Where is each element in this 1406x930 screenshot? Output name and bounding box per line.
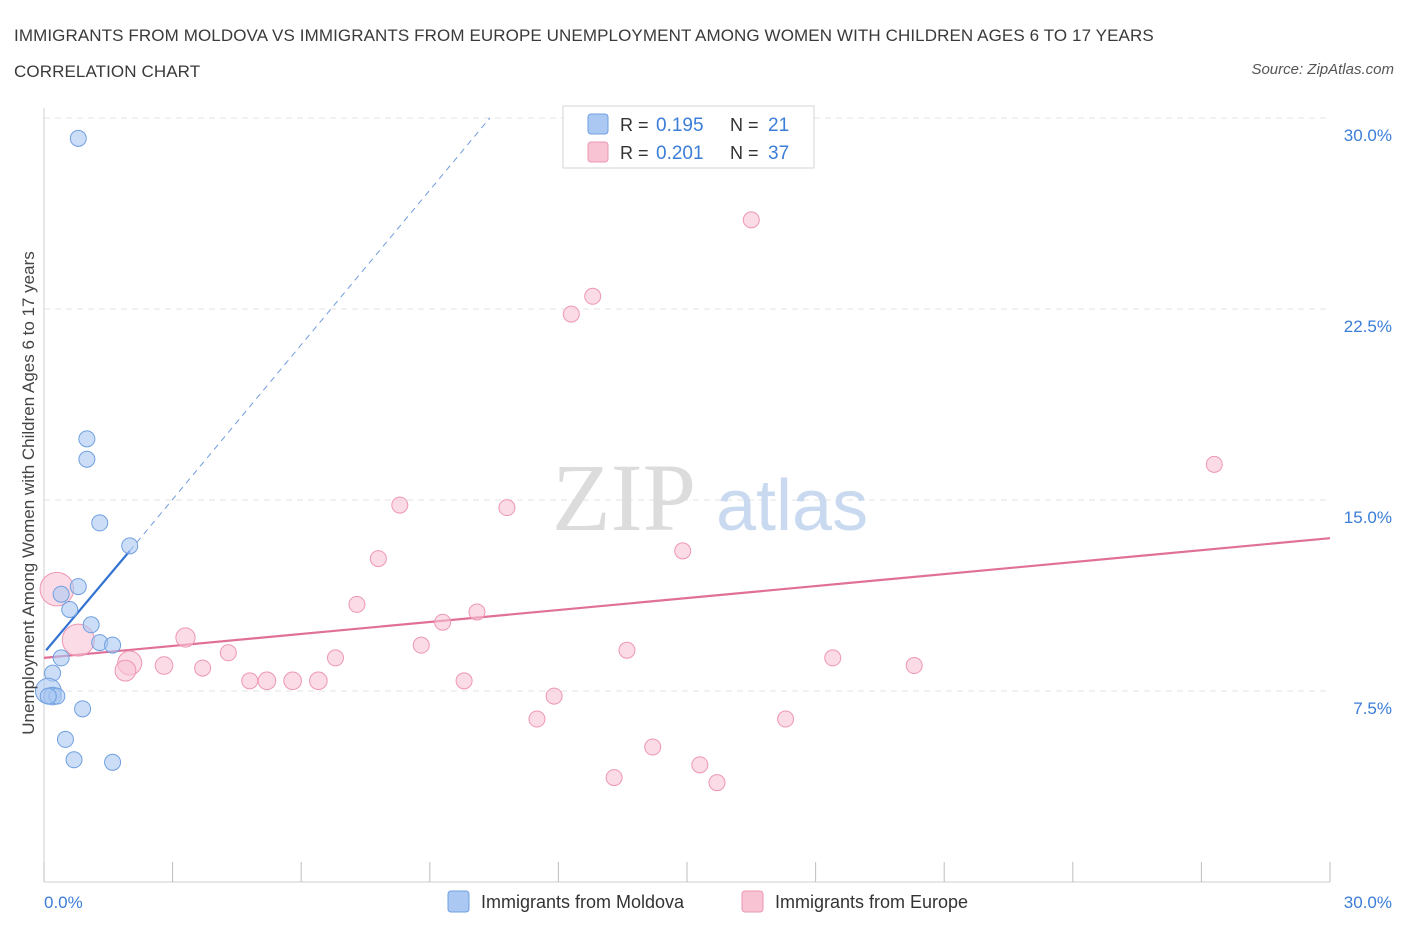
stats-legend: R = 0.195 N = 21 R = 0.201 N = 37 bbox=[562, 105, 815, 169]
europe-point-26 bbox=[618, 641, 636, 659]
europe-point-23 bbox=[562, 305, 580, 323]
europe-point-8 bbox=[241, 672, 259, 690]
europe-point-5 bbox=[154, 656, 174, 675]
moldova-point-18 bbox=[56, 730, 74, 748]
moldova-point-7 bbox=[61, 601, 79, 619]
series-legend-swatch-moldova bbox=[447, 890, 470, 913]
europe-point-28 bbox=[674, 542, 692, 560]
europe-point-12 bbox=[326, 649, 344, 667]
y-tick-label-3: 30.0% bbox=[1344, 126, 1392, 145]
europe-point-19 bbox=[468, 603, 486, 621]
series-legend-label-moldova: Immigrants from Moldova bbox=[481, 892, 685, 912]
moldova-trend-line bbox=[45, 550, 131, 651]
europe-point-32 bbox=[777, 710, 795, 728]
series-legend-swatch-europe bbox=[741, 890, 764, 913]
y-tick-label-1: 15.0% bbox=[1344, 508, 1392, 527]
legend-n-value-moldova: 21 bbox=[768, 115, 789, 136]
moldova-trend-extension bbox=[129, 117, 491, 552]
grid-lines bbox=[44, 117, 1330, 692]
series-legend: Immigrants from Moldova Immigrants from … bbox=[447, 890, 968, 913]
europe-point-6 bbox=[194, 659, 212, 677]
y-tick-label-2: 22.5% bbox=[1344, 317, 1392, 336]
europe-point-27 bbox=[644, 738, 662, 756]
source-credit: Source: ZipAtlas.com bbox=[1251, 61, 1394, 78]
europe-point-22 bbox=[545, 687, 563, 705]
legend-r-value-moldova: 0.195 bbox=[656, 115, 704, 136]
moldova-point-1 bbox=[78, 430, 96, 448]
europe-point-7 bbox=[219, 644, 237, 662]
moldova-point-11 bbox=[52, 649, 70, 667]
data-points bbox=[34, 129, 1223, 792]
europe-point-34 bbox=[905, 657, 923, 675]
europe-point-21 bbox=[528, 710, 546, 728]
moldova-point-17 bbox=[74, 700, 92, 718]
europe-point-17 bbox=[434, 613, 452, 631]
y-axis-title: Unemployment Among Women with Children A… bbox=[19, 251, 38, 735]
europe-point-24 bbox=[584, 287, 602, 305]
chart-title: IMMIGRANTS FROM MOLDOVA VS IMMIGRANTS FR… bbox=[14, 26, 1154, 81]
europe-point-4 bbox=[175, 627, 196, 648]
moldova-point-6 bbox=[52, 585, 70, 603]
europe-point-16 bbox=[412, 636, 430, 654]
moldova-point-3 bbox=[91, 514, 109, 532]
europe-point-15 bbox=[391, 496, 409, 514]
europe-point-25 bbox=[605, 769, 623, 787]
europe-point-13 bbox=[348, 595, 366, 613]
legend-r-value-europe: 0.201 bbox=[656, 143, 704, 164]
europe-point-35 bbox=[1205, 455, 1223, 473]
legend-n-label-moldova: N = bbox=[730, 115, 759, 135]
europe-point-14 bbox=[369, 550, 387, 568]
europe-point-9 bbox=[257, 671, 277, 691]
europe-point-10 bbox=[283, 671, 302, 691]
moldova-point-4 bbox=[121, 537, 139, 555]
trend-lines bbox=[43, 117, 1331, 659]
europe-point-30 bbox=[708, 774, 726, 792]
moldova-point-2 bbox=[78, 450, 96, 468]
europe-point-11 bbox=[309, 671, 328, 691]
europe-point-20 bbox=[498, 499, 516, 517]
legend-n-value-europe: 37 bbox=[768, 143, 789, 164]
europe-point-31 bbox=[742, 211, 760, 229]
watermark-zip: ZIP bbox=[552, 444, 696, 551]
moldova-point-19 bbox=[65, 751, 83, 769]
moldova-point-20 bbox=[104, 753, 122, 771]
legend-r-label-europe: R = bbox=[620, 143, 649, 163]
legend-n-label-europe: N = bbox=[730, 143, 759, 163]
watermark-atlas: atlas bbox=[716, 466, 868, 546]
legend-r-label-moldova: R = bbox=[620, 115, 649, 135]
europe-trend-line bbox=[43, 537, 1331, 659]
europe-point-3 bbox=[114, 659, 137, 682]
y-tick-label-0: 7.5% bbox=[1353, 699, 1392, 718]
axes bbox=[43, 108, 1331, 883]
x-tick-label-1: 30.0% bbox=[1344, 893, 1392, 912]
series-legend-label-europe: Immigrants from Europe bbox=[775, 892, 968, 912]
moldova-point-16 bbox=[39, 687, 57, 705]
moldova-point-8 bbox=[82, 616, 100, 634]
tick-labels: 7.5% 15.0% 22.5% 30.0% 0.0% 30.0% bbox=[44, 126, 1392, 912]
europe-point-18 bbox=[455, 672, 473, 690]
legend-swatch-moldova bbox=[587, 113, 609, 135]
moldova-point-10 bbox=[104, 636, 122, 654]
europe-point-29 bbox=[691, 756, 709, 774]
x-tick-label-0: 0.0% bbox=[44, 893, 83, 912]
moldova-point-0 bbox=[69, 129, 87, 147]
legend-swatch-europe bbox=[587, 141, 609, 163]
europe-point-33 bbox=[824, 649, 842, 667]
moldova-point-5 bbox=[69, 578, 87, 596]
